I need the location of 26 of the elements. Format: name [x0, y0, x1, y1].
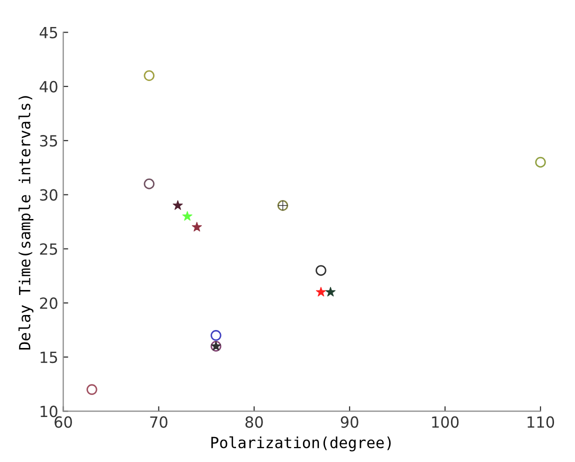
y-tick-label: 40: [40, 80, 58, 92]
x-axis-title: Polarization(degree): [211, 436, 391, 452]
point: [172, 200, 183, 210]
x-tick-label: 100: [432, 416, 459, 428]
point: [144, 70, 155, 81]
point: [325, 286, 336, 296]
point: [86, 384, 98, 395]
y-tick-label: 10: [40, 406, 58, 418]
point: [182, 211, 192, 221]
y-tick-label: 45: [40, 27, 58, 38]
x-tick-label: 70: [150, 416, 168, 428]
y-tick-label: 35: [40, 135, 58, 147]
point: [210, 330, 222, 341]
x-tick-label: 110: [528, 416, 554, 428]
y-tick-label: 20: [40, 297, 58, 309]
x-tick-label: 60: [54, 416, 72, 428]
x-tick-label: 90: [340, 416, 358, 428]
point: [144, 178, 155, 190]
y-axis-title: Delay Time(sample intervals): [18, 96, 34, 350]
x-tick-label: 80: [245, 416, 263, 428]
point: [192, 222, 202, 232]
y-tick-label: 25: [40, 243, 58, 255]
y-tick-label: 30: [40, 189, 58, 201]
point: [535, 156, 546, 168]
y-tick-label: 15: [40, 352, 58, 364]
point: [316, 286, 326, 296]
